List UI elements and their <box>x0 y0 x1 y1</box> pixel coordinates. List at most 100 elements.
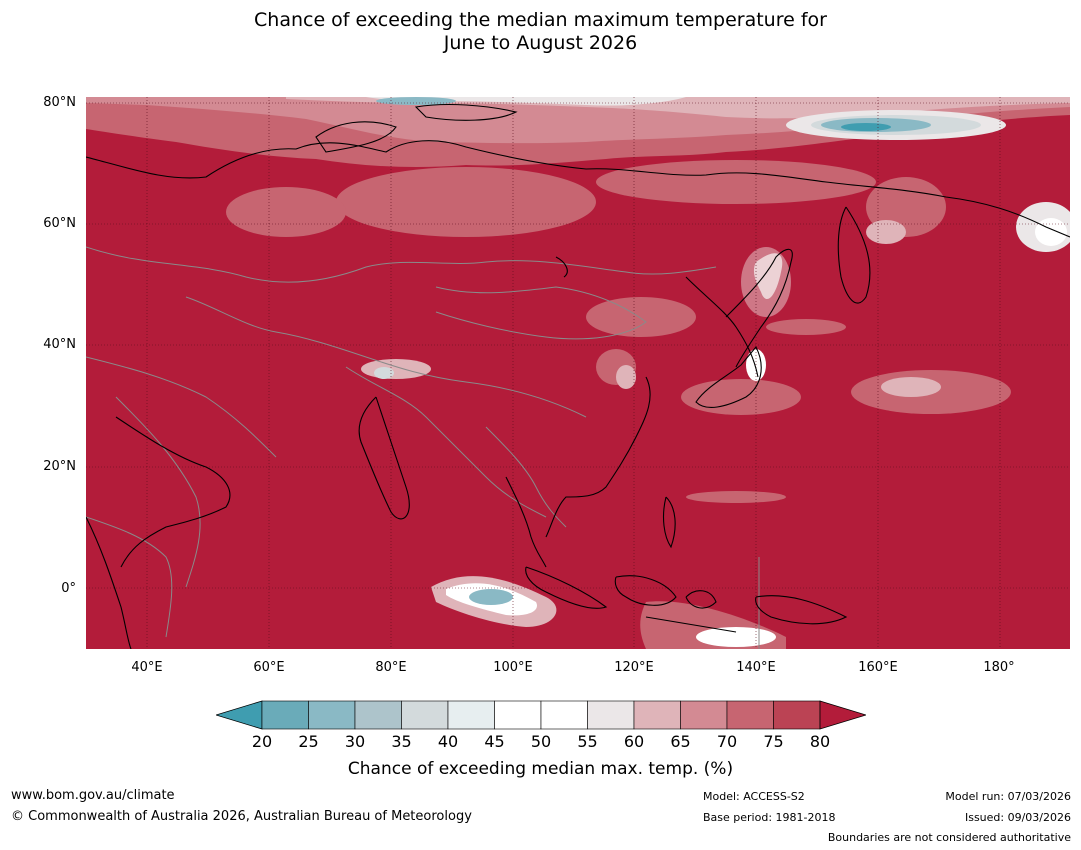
colorbar-tick-35: 35 <box>391 732 412 751</box>
lon-label-160e: 160°E <box>858 660 898 675</box>
sulawesi-coast <box>685 590 717 609</box>
model-name: Model: ACCESS-S2 <box>703 790 805 803</box>
india-coast <box>358 396 410 520</box>
map-canvas <box>86 97 1070 649</box>
title-line-1: Chance of exceeding the median maximum t… <box>254 9 827 31</box>
okhotsk-pink <box>741 247 791 317</box>
tibet-patch <box>361 359 431 379</box>
colorbar-tick-70: 70 <box>716 732 738 751</box>
title-line-2: June to August 2026 <box>443 32 638 54</box>
colorbar-graphic <box>214 700 868 730</box>
colorbar-segment-65-70 <box>680 700 728 730</box>
malay-peninsula <box>505 476 547 568</box>
colorbar-segment-20-25 <box>261 700 309 730</box>
manchuria-coast <box>685 276 759 378</box>
arabia-coast <box>115 416 231 568</box>
pacific-patch-3 <box>766 319 846 335</box>
borneo-coast <box>614 575 677 606</box>
philippine-sea-patch <box>686 491 786 503</box>
lon-label-180: 180° <box>983 660 1015 675</box>
colorbar-segment-55-60 <box>587 700 635 730</box>
arctic-coast <box>86 140 1070 238</box>
lake-baikal <box>555 256 568 278</box>
central-asia-border <box>185 296 587 418</box>
colorbar-tick-55: 55 <box>577 732 598 751</box>
south-asia-border <box>345 366 547 518</box>
colorbar-segment-75-80 <box>773 700 821 730</box>
colorbar-segment-50-55 <box>540 700 588 730</box>
colorbar-left-extend <box>214 700 263 730</box>
colorbar-tick-40: 40 <box>437 732 459 751</box>
severnaya-zemlya <box>414 103 518 121</box>
sumatra-coast <box>525 566 608 609</box>
model-run-date: Model run: 07/03/2026 <box>945 790 1071 803</box>
mongolia-border <box>435 286 647 340</box>
kara-cool-patch <box>376 97 456 105</box>
java-coast <box>645 616 737 633</box>
philippines-coast <box>662 496 676 549</box>
map-title: Chance of exceeding the median maximum t… <box>0 9 1081 55</box>
russia-south-border <box>86 246 717 283</box>
colorbar-tick-30: 30 <box>344 732 366 751</box>
pacific-patch-1 <box>681 379 801 415</box>
colorbar-segment-70-75 <box>726 700 774 730</box>
colorbar <box>214 700 868 732</box>
east-africa-border <box>86 516 173 638</box>
lon-label-40e: 40°E <box>131 660 163 675</box>
colorbar-segment-40-45 <box>447 700 495 730</box>
tibet-cool-core <box>374 367 394 379</box>
issued-date: Issued: 09/03/2026 <box>964 811 1071 824</box>
indochina-border <box>485 426 567 528</box>
coastlines <box>86 103 1070 649</box>
colorbar-tick-45: 45 <box>484 732 505 751</box>
lat-label-20n: 20°N <box>43 459 76 474</box>
middle-east-border <box>86 356 277 458</box>
indonesia-white <box>696 627 776 647</box>
colorbar-tick-25: 25 <box>298 732 319 751</box>
china-east-coast <box>545 376 651 538</box>
novaya-zemlya <box>315 121 397 153</box>
lat-label-80n: 80°N <box>43 95 76 110</box>
siberia-patch-1 <box>336 167 596 237</box>
lon-label-80e: 80°E <box>375 660 407 675</box>
okhotsk-coast <box>725 248 793 368</box>
colorbar-segment-45-50 <box>494 700 542 730</box>
colorbar-right-extend <box>819 700 868 730</box>
colorbar-tick-65: 65 <box>670 732 691 751</box>
mongolia-patch <box>586 297 696 337</box>
siberia-patch-2 <box>596 160 876 204</box>
ural-patch <box>226 187 346 237</box>
website-link[interactable]: www.bom.gov.au/climate <box>11 788 175 803</box>
arabia-border <box>115 396 201 588</box>
colorbar-label: Chance of exceeding median max. temp. (%… <box>347 759 734 779</box>
lat-label-60n: 60°N <box>43 216 76 231</box>
forecast-map <box>86 97 1070 649</box>
colorbar-tick-20: 20 <box>251 732 273 751</box>
colorbar-segment-25-30 <box>308 700 356 730</box>
kamchatka-pink <box>866 220 906 244</box>
north-china-light <box>616 365 636 389</box>
new-guinea-coast <box>755 595 848 625</box>
base-period: Base period: 1981-2018 <box>703 811 836 824</box>
bering-white-patch <box>1035 218 1067 246</box>
colorbar-tick-80: 80 <box>809 732 831 751</box>
lat-label-0: 0° <box>61 581 76 596</box>
colorbar-tick-50: 50 <box>530 732 552 751</box>
lon-label-140e: 140°E <box>736 660 776 675</box>
colorbar-tick-75: 75 <box>763 732 784 751</box>
pacific-patch-2-light <box>881 377 941 397</box>
colorbar-segment-60-65 <box>633 700 681 730</box>
colorbar-tick-60: 60 <box>623 732 645 751</box>
boundaries-note: Boundaries are not considered authoritat… <box>827 831 1071 844</box>
colorbar-segment-30-35 <box>354 700 402 730</box>
kamchatka-coast <box>837 206 871 304</box>
arctic-cool-patch-core <box>841 123 891 131</box>
copyright-text: © Commonwealth of Australia 2026, Austra… <box>11 809 472 824</box>
africa-coast <box>86 516 132 649</box>
lon-label-120e: 120°E <box>614 660 654 675</box>
indian-ocean-patch-blue <box>469 589 513 605</box>
lon-label-60e: 60°E <box>253 660 285 675</box>
country-boundaries <box>86 246 760 649</box>
lat-label-40n: 40°N <box>43 337 76 352</box>
japan-coast <box>695 346 762 408</box>
